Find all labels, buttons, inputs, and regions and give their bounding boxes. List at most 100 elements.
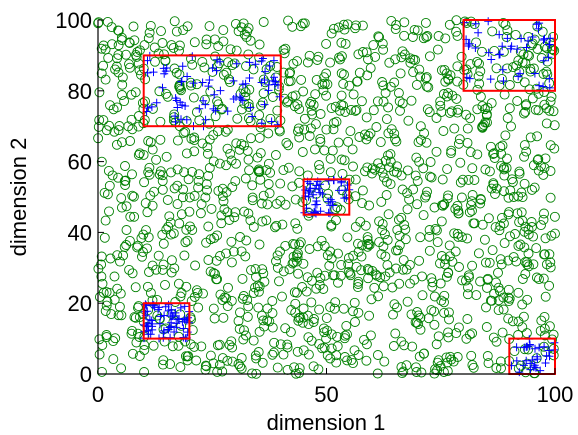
data-point-circle [418, 33, 429, 44]
data-point-circle [102, 16, 113, 27]
data-point-circle [183, 174, 194, 185]
data-point-circle [240, 173, 251, 184]
data-point-circle [385, 156, 396, 167]
data-point-circle [217, 366, 228, 377]
data-point-circle [116, 202, 127, 213]
data-point-circle [109, 294, 120, 305]
data-point-circle [250, 350, 261, 361]
data-point-circle [133, 150, 144, 160]
data-point-circle [180, 351, 191, 362]
data-point-circle [496, 363, 506, 374]
data-point-circle [288, 257, 299, 268]
data-point-circle [290, 298, 301, 309]
data-point-circle [524, 84, 535, 95]
data-point-circle [319, 72, 330, 83]
data-point-circle [130, 312, 141, 323]
data-point-circle [512, 208, 523, 219]
data-point-circle [247, 195, 258, 206]
data-point-circle [471, 290, 482, 301]
data-point-circle [143, 167, 154, 178]
data-point-circle [267, 296, 278, 306]
data-point-circle [189, 292, 200, 302]
data-point-circle [147, 260, 158, 271]
data-point-circle [198, 288, 208, 299]
data-point-circle [181, 281, 192, 292]
data-point-circle [244, 165, 255, 176]
data-point-circle [353, 246, 364, 257]
data-point-circle [427, 277, 438, 288]
data-point-circle [158, 355, 169, 366]
data-point-plus [167, 322, 176, 331]
data-point-circle [350, 191, 361, 202]
data-point-circle [409, 24, 420, 35]
data-point-circle [375, 272, 386, 283]
data-point-circle [112, 283, 123, 294]
data-point-circle [304, 244, 315, 254]
data-point-circle [477, 219, 488, 230]
data-point-circle [138, 229, 149, 240]
data-point-circle [281, 97, 292, 108]
data-point-circle [94, 292, 105, 302]
data-point-circle [280, 240, 291, 251]
data-point-circle [242, 295, 253, 305]
data-point-circle [299, 113, 310, 124]
data-point-circle [351, 104, 362, 115]
data-point-plus [316, 188, 324, 197]
data-point-circle [178, 184, 189, 195]
data-point-circle [495, 141, 506, 152]
data-point-plus [275, 92, 284, 101]
data-point-circle [332, 331, 343, 342]
data-point-circle [326, 28, 337, 39]
data-point-circle [278, 165, 289, 176]
data-point-plus [326, 195, 335, 204]
data-point-circle [186, 80, 196, 91]
data-point-circle [332, 341, 343, 352]
data-point-circle [100, 306, 111, 316]
data-point-circle [195, 208, 206, 219]
data-point-circle [125, 211, 136, 222]
data-point-circle [421, 32, 432, 43]
data-point-circle [343, 259, 354, 270]
data-point-circle [457, 174, 468, 185]
data-point-circle [150, 56, 160, 67]
data-point-circle [475, 193, 486, 204]
data-point-circle [482, 351, 493, 361]
data-point-circle [463, 270, 474, 281]
data-point-circle [298, 258, 309, 269]
data-point-circle [374, 216, 385, 227]
data-point-circle [173, 278, 184, 289]
data-point-circle [241, 32, 252, 43]
data-point-circle [455, 157, 466, 168]
data-point-circle [517, 192, 528, 203]
data-point-circle [235, 232, 246, 242]
data-point-circle [158, 238, 169, 249]
data-point-circle [308, 99, 319, 110]
data-point-circle [401, 360, 412, 371]
data-point-plus [546, 34, 555, 43]
data-point-circle [222, 355, 233, 366]
data-point-circle [393, 214, 404, 225]
data-point-circle [422, 186, 432, 197]
data-point-circle [412, 25, 423, 36]
data-point-circle [419, 128, 430, 139]
data-point-circle [462, 314, 473, 324]
data-point-circle [248, 221, 259, 232]
data-point-circle [377, 167, 388, 178]
data-point-circle [402, 165, 413, 176]
data-point-circle [319, 342, 330, 353]
data-point-circle [436, 251, 447, 261]
data-point-circle [541, 118, 552, 129]
data-point-circle [418, 163, 429, 174]
data-point-plus [210, 90, 219, 99]
data-point-circle [517, 57, 528, 68]
data-point-circle [227, 182, 238, 193]
data-point-plus [528, 356, 537, 364]
data-point-circle [426, 172, 437, 183]
data-point-circle [285, 76, 296, 86]
data-point-circle [234, 144, 245, 155]
data-point-circle [439, 64, 450, 75]
data-point-circle [112, 102, 123, 113]
data-point-circle [381, 114, 392, 125]
data-point-circle [363, 130, 374, 141]
data-point-circle [336, 68, 347, 79]
